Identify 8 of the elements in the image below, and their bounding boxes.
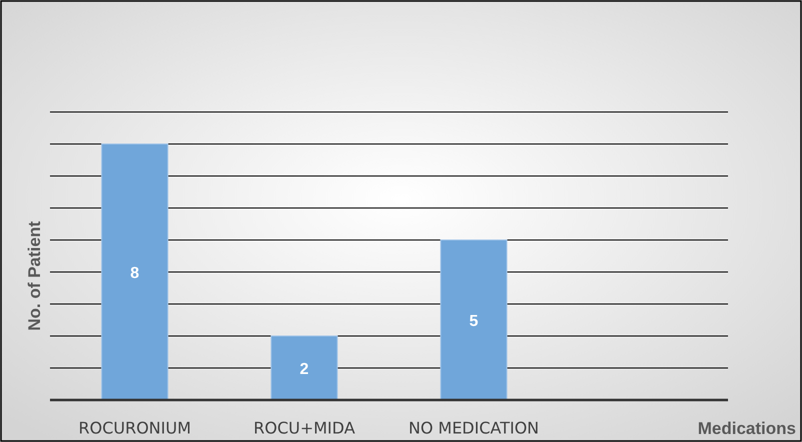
x-tick-label: NO MEDICATION [408, 418, 540, 438]
data-label: 8 [130, 265, 140, 282]
data-label: 5 [469, 313, 478, 330]
x-axis-title: Medications [698, 419, 796, 438]
x-tick-label: ROCU+MIDA [253, 418, 356, 438]
x-tick-label: ROCURONIUM [78, 418, 192, 438]
data-label: 2 [300, 361, 309, 378]
y-axis-title: No. of Patient [25, 220, 44, 331]
